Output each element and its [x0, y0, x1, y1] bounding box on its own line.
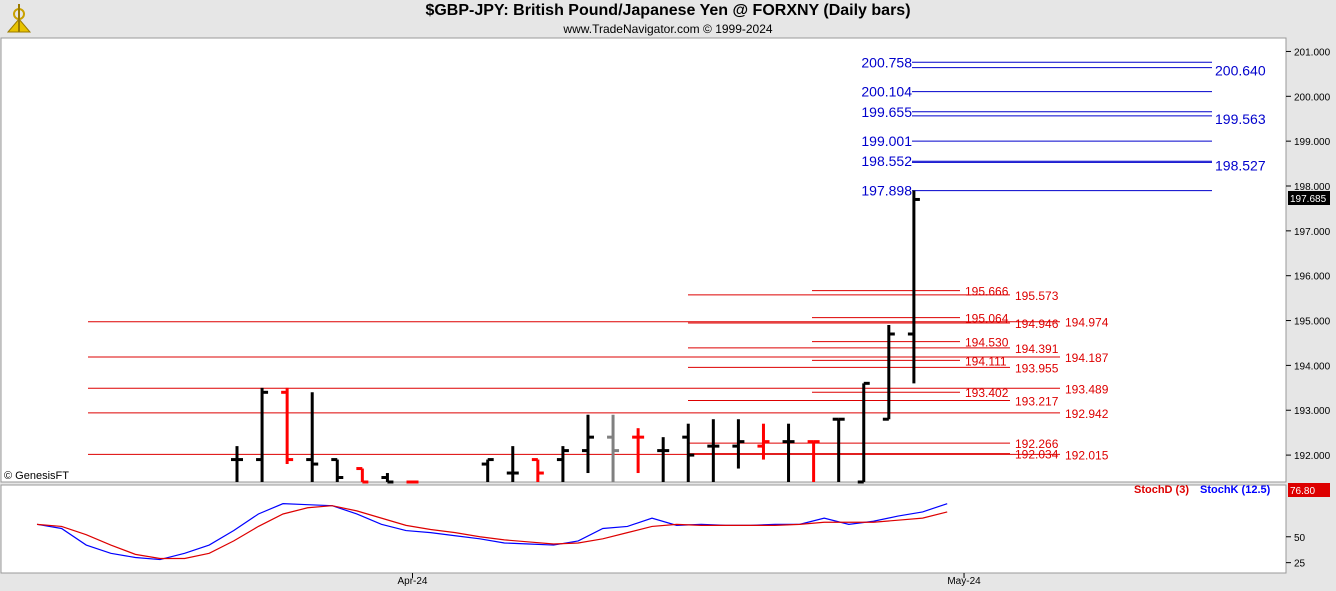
- support-label: 194.391: [1015, 342, 1059, 356]
- price-tick-label: 201.000: [1294, 47, 1331, 58]
- resistance-label: 199.655: [861, 104, 912, 120]
- stoch-series-line: [36, 505, 948, 560]
- resistance-label: 199.563: [1215, 111, 1266, 127]
- stoch-last-label: 76.80: [1290, 486, 1315, 497]
- price-bars: [231, 190, 920, 484]
- resistance-label: 198.527: [1215, 157, 1266, 173]
- price-tick-label: 193.000: [1294, 406, 1331, 417]
- x-axis: Apr-24 May-24: [397, 573, 981, 587]
- price-levels: 200.758 200.640 200.104 199.655 199.563 199.0…: [88, 54, 1266, 462]
- stoch-axis: 25 50: [1286, 533, 1306, 570]
- support-label: 193.217: [1015, 395, 1059, 409]
- support-label: 194.974: [1065, 316, 1109, 330]
- logo-icon: [6, 4, 32, 33]
- support-label: 195.666: [965, 285, 1009, 299]
- resistance-label: 198.552: [861, 153, 912, 169]
- price-axis: 192.000 193.000 194.000 195.000 196.000 197.0…: [1286, 47, 1331, 462]
- watermark: © GenesisFT: [4, 470, 69, 482]
- support-label: 194.111: [965, 354, 1007, 368]
- price-tick-label: 194.000: [1294, 361, 1331, 372]
- chart-subtitle: www.TradeNavigator.com © 1999-2024: [563, 22, 773, 36]
- last-price-tag: 197.685: [1288, 191, 1330, 205]
- stochk-legend: StochK (12.5): [1200, 484, 1271, 496]
- resistance-label: 200.640: [1215, 63, 1266, 79]
- stochd-legend: StochD (3): [1134, 484, 1189, 496]
- chart-title: $GBP-JPY: British Pound/Japanese Yen @ F…: [425, 2, 911, 19]
- support-label: 192.942: [1065, 407, 1109, 421]
- price-tick-label: 195.000: [1294, 317, 1331, 328]
- support-label: 195.064: [965, 312, 1009, 326]
- stoch-lines: [36, 503, 948, 561]
- support-label: 192.266: [1015, 437, 1059, 451]
- last-price-label: 197.685: [1290, 194, 1327, 205]
- resistance-label: 197.898: [861, 183, 912, 199]
- price-tick-label: 197.000: [1294, 227, 1331, 238]
- stoch-tick-label: 50: [1294, 533, 1306, 544]
- support-label: 193.955: [1015, 361, 1059, 375]
- stoch-tick-label: 25: [1294, 559, 1306, 570]
- price-tick-label: 200.000: [1294, 92, 1331, 103]
- support-label: 192.015: [1065, 448, 1109, 462]
- price-tick-label: 196.000: [1294, 272, 1331, 283]
- support-label: 195.573: [1015, 289, 1059, 303]
- price-tick-label: 199.000: [1294, 137, 1331, 148]
- resistance-label: 200.104: [861, 84, 912, 100]
- price-tick-label: 198.000: [1294, 182, 1331, 193]
- support-label: 193.489: [1065, 382, 1109, 396]
- resistance-label: 200.758: [861, 54, 912, 70]
- support-label: 194.187: [1065, 351, 1109, 365]
- support-label: 194.530: [965, 336, 1009, 350]
- x-tick-label: Apr-24: [397, 576, 427, 587]
- price-tick-label: 192.000: [1294, 451, 1331, 462]
- resistance-label: 199.001: [861, 133, 912, 149]
- support-label: 193.402: [965, 386, 1009, 400]
- stoch-last-tag: 76.80: [1288, 483, 1330, 497]
- x-tick-label: May-24: [947, 576, 981, 587]
- support-label: 194.946: [1015, 317, 1059, 331]
